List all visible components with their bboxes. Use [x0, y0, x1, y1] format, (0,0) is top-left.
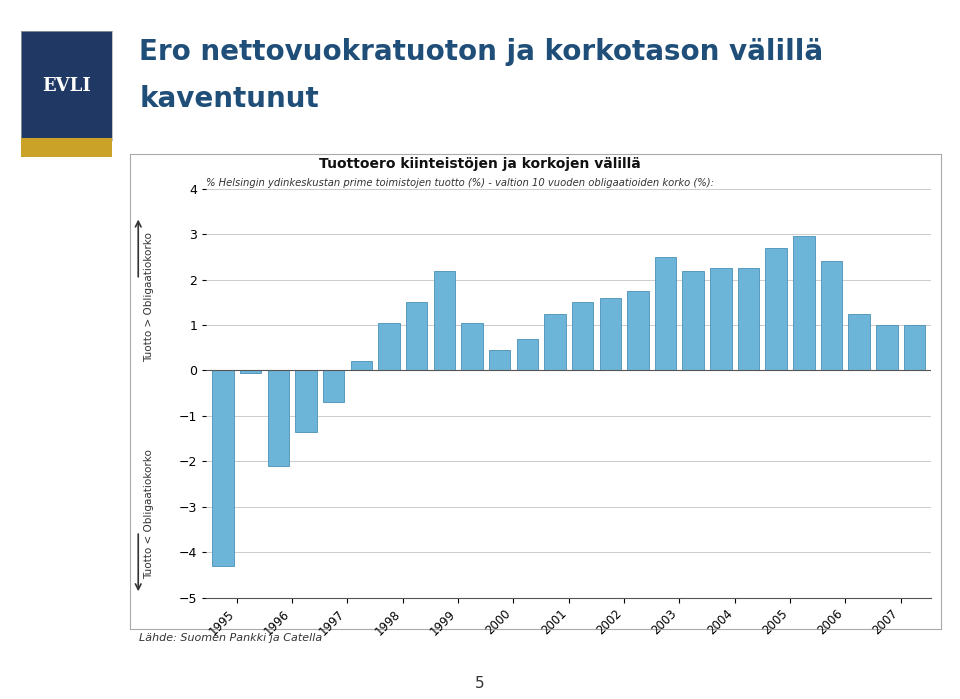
Bar: [350, 361, 372, 370]
Bar: [683, 271, 704, 370]
Bar: [793, 236, 815, 370]
Bar: [323, 370, 345, 403]
Bar: [572, 303, 593, 370]
Bar: [240, 370, 261, 373]
Bar: [268, 370, 289, 466]
Bar: [434, 271, 455, 370]
Text: Tuotto < Obligaatiokorko: Tuotto < Obligaatiokorko: [144, 449, 154, 579]
Bar: [489, 350, 511, 370]
Bar: [903, 325, 925, 370]
Bar: [710, 268, 732, 370]
Bar: [461, 323, 483, 370]
Bar: [849, 314, 870, 370]
Bar: [544, 314, 565, 370]
Bar: [738, 268, 759, 370]
Text: % Helsingin ydinkeskustan prime toimistojen tuotto (%) - valtion 10 vuoden oblig: % Helsingin ydinkeskustan prime toimisto…: [206, 178, 714, 188]
Text: 5: 5: [475, 676, 485, 691]
Bar: [765, 248, 787, 370]
Bar: [599, 298, 621, 370]
Bar: [655, 257, 677, 370]
Bar: [876, 325, 898, 370]
Text: EVLI: EVLI: [42, 77, 91, 94]
Text: Tuotto > Obligaatiokorko: Tuotto > Obligaatiokorko: [144, 232, 154, 362]
Bar: [627, 291, 649, 370]
Text: kaventunut: kaventunut: [139, 85, 319, 113]
Bar: [212, 370, 234, 566]
Bar: [821, 261, 842, 370]
Bar: [516, 339, 539, 370]
Text: Ero nettovuokratuoton ja korkotason välillä: Ero nettovuokratuoton ja korkotason väli…: [139, 38, 824, 66]
Bar: [296, 370, 317, 432]
Text: Tuottoero kiinteistöjen ja korkojen välillä: Tuottoero kiinteistöjen ja korkojen väli…: [319, 157, 641, 171]
Text: Lähde: Suomen Pankki ja Catella: Lähde: Suomen Pankki ja Catella: [139, 633, 323, 642]
Bar: [406, 303, 427, 370]
Bar: [378, 323, 399, 370]
